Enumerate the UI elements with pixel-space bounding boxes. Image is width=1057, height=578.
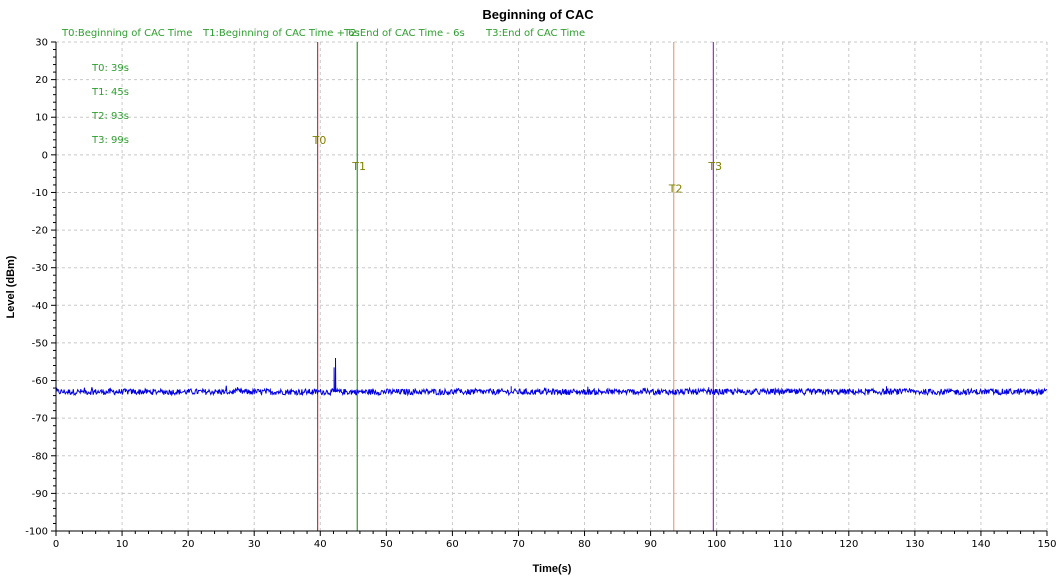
marker-label-t0: T0: [312, 134, 327, 147]
y-axis-label: Level (dBm): [5, 255, 17, 318]
axes: 0 10 20 30 40 50 60 70 80 90 100 110 120 130 140 150302…: [25, 38, 1056, 551]
x-tick-label: 40: [314, 539, 327, 550]
y-tick-label: 30: [35, 38, 48, 49]
y-tick-label: 20: [35, 75, 48, 86]
x-tick-label: 90: [644, 539, 657, 550]
markers: T0 T1 T2 T3: [312, 42, 722, 531]
marker-readout: T2: 93s: [91, 111, 129, 122]
y-tick-label: -90: [32, 489, 48, 500]
x-tick-label: 0: [53, 539, 59, 550]
x-tick-label: 150: [1037, 539, 1056, 550]
x-tick-label: 30: [248, 539, 261, 550]
marker-label-t3: T3: [707, 160, 722, 173]
legend-item: T3:End of CAC Time: [485, 28, 585, 39]
y-tick-label: 0: [42, 150, 48, 161]
marker-readout: T0: 39s: [91, 63, 129, 74]
legend-item: T1:Beginning of CAC Time + 6s: [202, 28, 360, 39]
y-tick-label: -50: [32, 338, 48, 349]
x-tick-label: 140: [971, 539, 990, 550]
chart-title: Beginning of CAC: [482, 7, 594, 22]
series-layer: [55, 357, 1047, 397]
y-tick-label: -60: [32, 376, 48, 387]
x-tick-label: 10: [116, 539, 129, 550]
y-tick-label: -20: [32, 226, 48, 237]
y-tick-label: -80: [32, 451, 48, 462]
marker-label-t2: T2: [668, 183, 683, 196]
x-tick-label: 100: [707, 539, 726, 550]
y-tick-label: -70: [32, 414, 48, 425]
x-axis-label: Time(s): [533, 563, 572, 575]
signal-series-line: [55, 357, 1047, 397]
x-tick-label: 70: [512, 539, 525, 550]
x-tick-label: 20: [182, 539, 195, 550]
y-tick-label: -40: [32, 301, 48, 312]
legend-item: T0:Beginning of CAC Time: [61, 28, 192, 39]
legend-item: T2:End of CAC Time - 6s: [343, 28, 465, 39]
x-tick-label: 60: [446, 539, 459, 550]
marker-label-t1: T1: [351, 160, 366, 173]
y-tick-label: -30: [32, 263, 48, 274]
x-tick-label: 110: [773, 539, 792, 550]
legend: T0:Beginning of CAC Time T1:Beginning of …: [61, 28, 585, 39]
x-tick-label: 50: [380, 539, 393, 550]
readouts: T0: 39s T1: 45s T2: 93s T3: 99s: [91, 63, 129, 146]
x-tick-label: 120: [839, 539, 858, 550]
y-tick-label: -100: [25, 527, 48, 538]
marker-readout: T3: 99s: [91, 135, 129, 146]
y-tick-label: 10: [35, 113, 48, 124]
x-tick-label: 80: [578, 539, 591, 550]
y-tick-label: -10: [32, 188, 48, 199]
marker-readout: T1: 45s: [91, 87, 129, 98]
x-tick-label: 130: [905, 539, 924, 550]
